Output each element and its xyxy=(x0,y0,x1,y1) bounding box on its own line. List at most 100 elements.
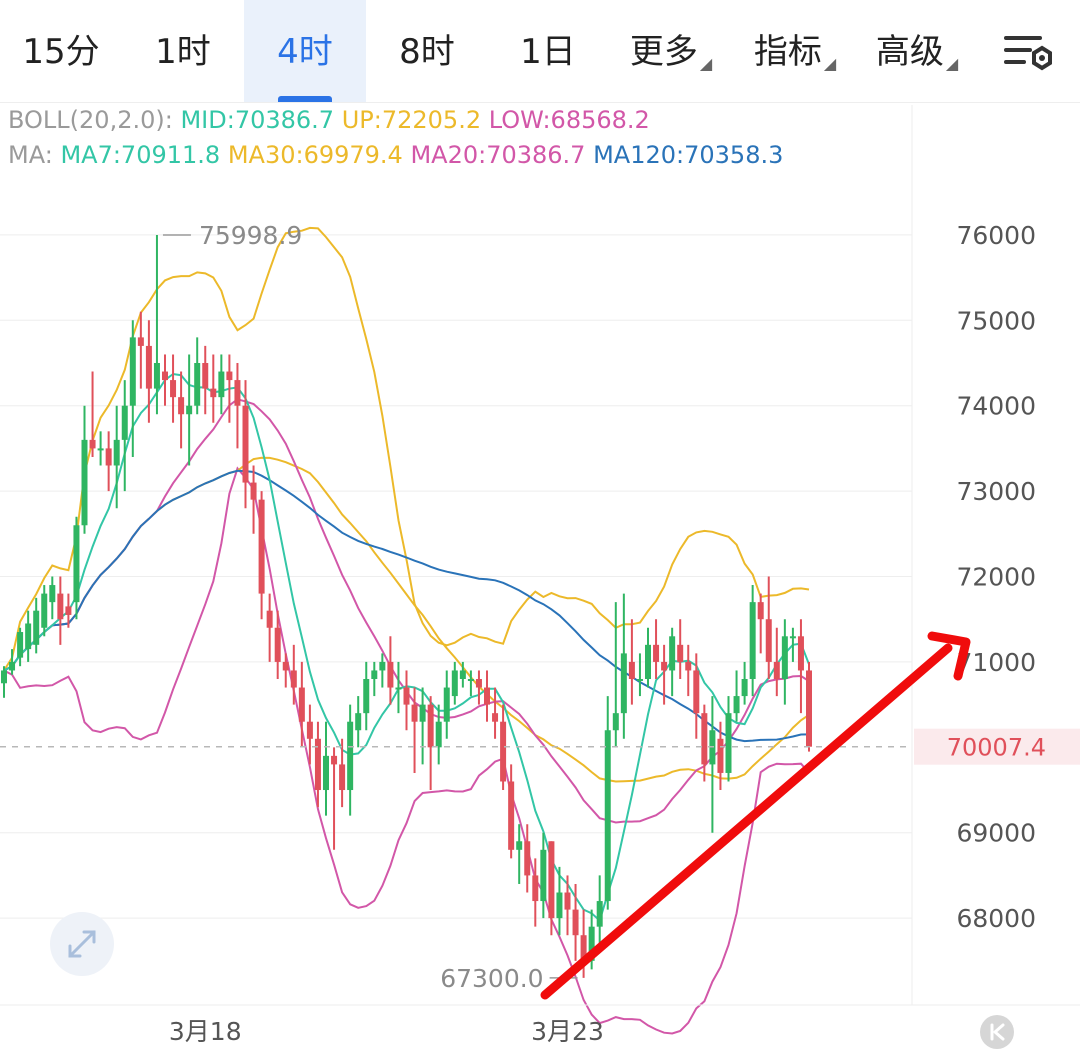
candle-body xyxy=(25,623,32,650)
candle-body xyxy=(564,892,571,910)
candle-body xyxy=(339,764,346,791)
tab-label: 8时 xyxy=(399,32,455,72)
tab-label: 更多 xyxy=(629,32,698,72)
candle-body xyxy=(467,679,474,681)
candle-body xyxy=(170,380,177,398)
candle-body xyxy=(266,610,273,628)
candle-body xyxy=(556,892,563,919)
candle-body xyxy=(677,644,684,662)
candle-body xyxy=(693,670,700,714)
tab-label: 1时 xyxy=(155,32,211,72)
candle-body xyxy=(9,661,16,671)
candle-body xyxy=(306,721,313,739)
dropdown-caret-icon: ◢ xyxy=(823,54,837,73)
ma30-line xyxy=(3,456,810,783)
candle-body xyxy=(765,619,772,662)
candle-body xyxy=(81,439,88,526)
candle-body xyxy=(250,482,257,500)
candle-body xyxy=(162,371,168,381)
candle-body xyxy=(298,687,305,722)
candle-body xyxy=(540,849,547,902)
high-marker-label: 75998.9 xyxy=(199,221,302,250)
candle-body xyxy=(733,696,740,714)
candle-body xyxy=(781,636,788,679)
candle-body xyxy=(323,755,329,791)
candle-body xyxy=(572,909,579,936)
boll-mid-value: MID:70386.7 xyxy=(180,106,335,134)
candle-body xyxy=(41,593,48,628)
candle-body xyxy=(178,397,185,415)
y-tick-label: 75000 xyxy=(956,306,1036,335)
candle-body xyxy=(492,713,499,722)
candle-body xyxy=(387,661,394,688)
candle-body xyxy=(137,337,144,346)
y-tick-label: 76000 xyxy=(956,221,1036,250)
candle-body xyxy=(636,679,643,681)
candle-body xyxy=(202,363,209,389)
candle-body xyxy=(186,405,193,415)
tab-label: 4时 xyxy=(277,32,333,72)
candle-body xyxy=(121,405,128,440)
boll-low-value: LOW:68568.2 xyxy=(488,106,650,134)
tab-0[interactable]: 15分 xyxy=(0,0,122,102)
candle-body xyxy=(435,721,442,748)
tab-2[interactable]: 4时 xyxy=(244,0,366,102)
candle-body xyxy=(443,687,450,722)
candle-body xyxy=(33,610,40,645)
candle-body xyxy=(789,636,796,639)
candle-body xyxy=(379,661,386,671)
candle-body xyxy=(290,670,297,688)
candle-body xyxy=(628,661,635,679)
candle-body xyxy=(153,363,160,389)
chart-settings-icon[interactable] xyxy=(990,26,1060,78)
fullscreen-expand-button[interactable] xyxy=(50,912,114,976)
interval-tab-bar: 15分 1时 4时 8时 1日 更多 ◢ 指标 ◢ 高级 ◢ xyxy=(0,0,1080,102)
ma120-line xyxy=(3,469,810,743)
candle-body xyxy=(508,781,515,850)
tab-label: 1日 xyxy=(520,32,576,72)
y-tick-label: 74000 xyxy=(956,392,1036,421)
boll-legend-name: BOLL(20,2.0): xyxy=(8,106,173,134)
x-tick-label: 3月23 xyxy=(531,1017,604,1046)
tab-label: 高级 xyxy=(875,32,944,72)
last-price-label: 70007.4 xyxy=(947,734,1046,762)
scroll-to-latest-button[interactable] xyxy=(980,1015,1014,1049)
y-tick-label: 68000 xyxy=(956,904,1036,933)
ma20-value: MA20:70386.7 xyxy=(410,141,586,169)
low-marker-label: 67300.0 xyxy=(440,964,543,993)
candle-body xyxy=(612,713,619,731)
tab-5[interactable]: 更多 ◢ xyxy=(608,0,734,102)
expand-icon xyxy=(68,930,96,958)
x-tick-label: 3月18 xyxy=(169,1017,242,1046)
dropdown-caret-icon: ◢ xyxy=(699,54,713,73)
active-tab-indicator xyxy=(278,96,332,102)
candle-body xyxy=(363,679,370,714)
candle-body xyxy=(1,670,7,684)
candle-body xyxy=(17,632,24,658)
y-tick-label: 72000 xyxy=(956,563,1036,592)
candle-body xyxy=(234,380,241,406)
tab-3[interactable]: 8时 xyxy=(366,0,488,102)
tab-label: 15分 xyxy=(22,32,100,72)
candle-body xyxy=(741,679,748,697)
boll-legend: BOLL(20,2.0): MID:70386.7 UP:72205.2 LOW… xyxy=(8,106,650,134)
tab-6[interactable]: 指标 ◢ xyxy=(734,0,856,102)
candle-body xyxy=(475,679,482,688)
candle-body xyxy=(314,738,321,791)
tab-7[interactable]: 高级 ◢ xyxy=(856,0,978,102)
candle-body xyxy=(419,704,426,722)
skip-end-icon xyxy=(990,1023,1005,1041)
candle-body xyxy=(427,704,434,748)
candle-body xyxy=(580,935,587,961)
candle-body xyxy=(500,721,507,782)
candle-body xyxy=(97,448,104,451)
candle-body xyxy=(773,661,780,679)
candle-body xyxy=(725,713,732,773)
candle-body xyxy=(806,670,812,747)
trend-arrow-line xyxy=(540,643,953,1000)
tab-4[interactable]: 1日 xyxy=(488,0,608,102)
ma-legend-name: MA: xyxy=(8,141,53,169)
candle-body xyxy=(604,730,611,902)
tab-1[interactable]: 1时 xyxy=(122,0,244,102)
